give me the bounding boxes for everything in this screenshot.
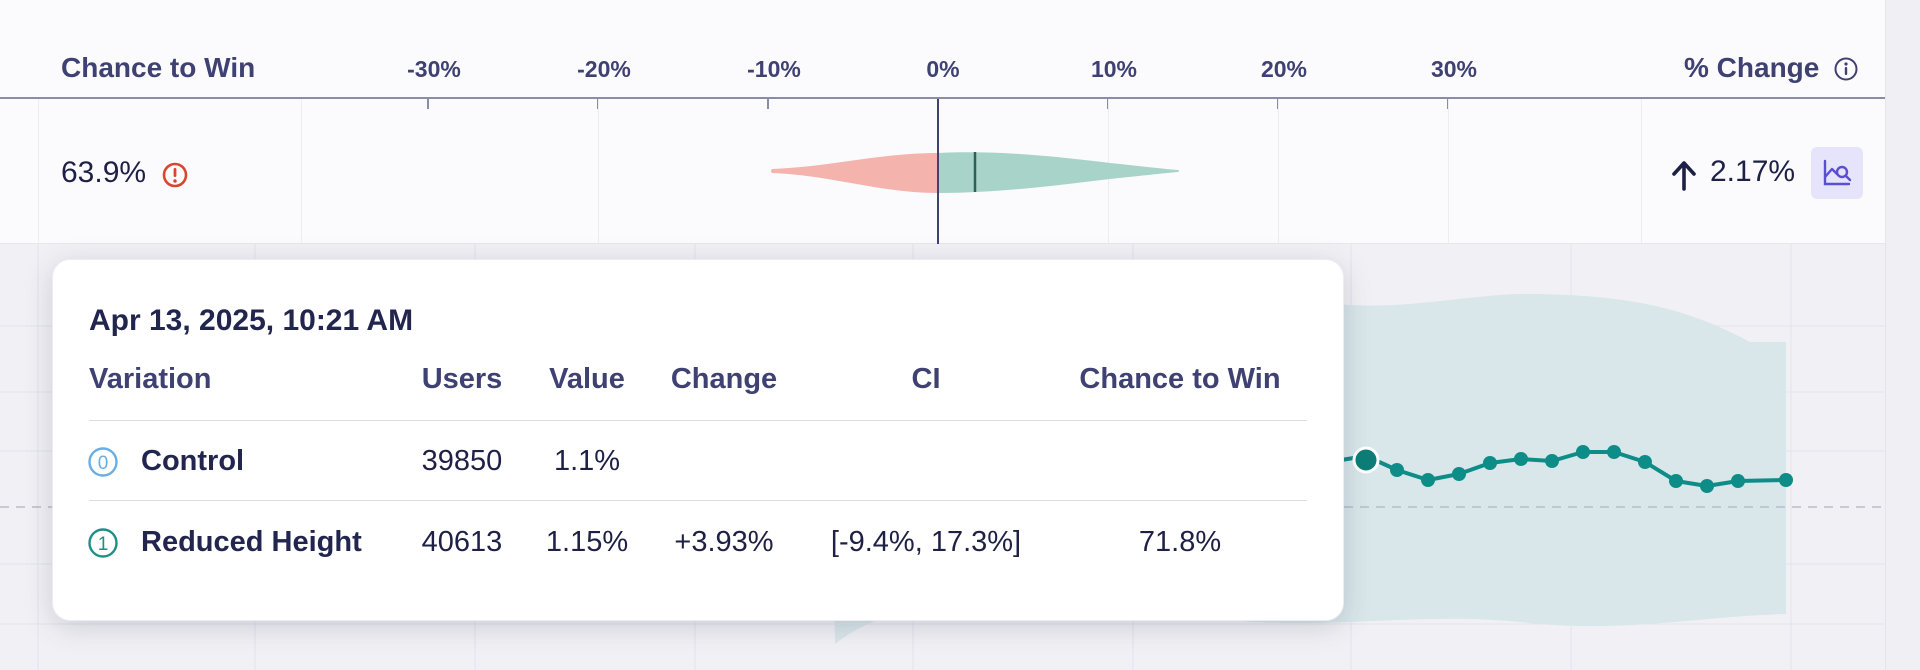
header-divider: [0, 97, 1885, 99]
scrollbar-track[interactable]: [1885, 0, 1920, 670]
variant-users: 40613: [421, 526, 503, 558]
chance-to-win-column-header: Chance to Win: [1079, 363, 1281, 395]
variant-variation-name: Reduced Height: [141, 526, 362, 558]
axis-tick-label: 20%: [1260, 56, 1308, 82]
negative-distribution: [771, 153, 938, 193]
axis-tick-label: 0%: [926, 56, 960, 82]
positive-distribution: [938, 152, 1179, 193]
axis-tick-label: 30%: [1430, 56, 1478, 82]
variant-value: 1.15%: [545, 526, 629, 558]
axis-tick-label: -30%: [407, 56, 461, 82]
control-users: 39850: [421, 445, 503, 477]
variant-ci: [-9.4%, 17.3%]: [830, 526, 1022, 558]
grid-line: [301, 99, 302, 243]
grid-line: [1278, 99, 1279, 243]
hover-point: [1352, 446, 1380, 474]
variation-column-header: Variation: [89, 363, 212, 395]
distribution-plot: [771, 99, 1179, 245]
control-variation-name: Control: [141, 445, 245, 477]
grid-line: [598, 99, 599, 243]
variant-chance-to-win: 71.8%: [1138, 526, 1222, 558]
change-column-header: Change: [670, 363, 778, 395]
variant-change: +3.93%: [674, 526, 774, 558]
axis-tick-label: 10%: [1090, 56, 1138, 82]
grid-line: [1641, 99, 1642, 243]
view-graph-button[interactable]: [1811, 147, 1863, 199]
row-divider: [0, 243, 1885, 244]
chart-search-icon: [1823, 159, 1852, 186]
info-icon[interactable]: [1833, 56, 1859, 82]
ci-column-header: CI: [911, 363, 941, 395]
value-column-header: Value: [549, 363, 625, 395]
grid-line: [1448, 99, 1449, 243]
percent-change-value: 2.17%: [1710, 155, 1796, 188]
chance-to-win-header: Chance to Win: [61, 52, 256, 83]
warning-icon[interactable]: [161, 161, 189, 189]
table-divider: [89, 420, 1307, 421]
percent-change-header: % Change: [1684, 52, 1820, 83]
variant-index-badge: 1: [88, 528, 118, 558]
control-index-badge: 0: [88, 447, 118, 477]
variant-index: 1: [98, 534, 109, 555]
grid-line: [38, 99, 39, 243]
users-column-header: Users: [421, 363, 503, 395]
control-value: 1.1%: [553, 445, 621, 477]
arrow-up-icon: [1672, 161, 1696, 191]
hover-tooltip: Apr 13, 2025, 10:21 AM Variation Users V…: [52, 259, 1344, 621]
table-divider: [89, 500, 1307, 501]
axis-tick-label: -10%: [747, 56, 801, 82]
tooltip-date: Apr 13, 2025, 10:21 AM: [89, 304, 414, 337]
axis-tick-label: -20%: [577, 56, 631, 82]
control-index: 0: [98, 453, 109, 474]
chance-to-win-value: 63.9%: [61, 156, 147, 189]
